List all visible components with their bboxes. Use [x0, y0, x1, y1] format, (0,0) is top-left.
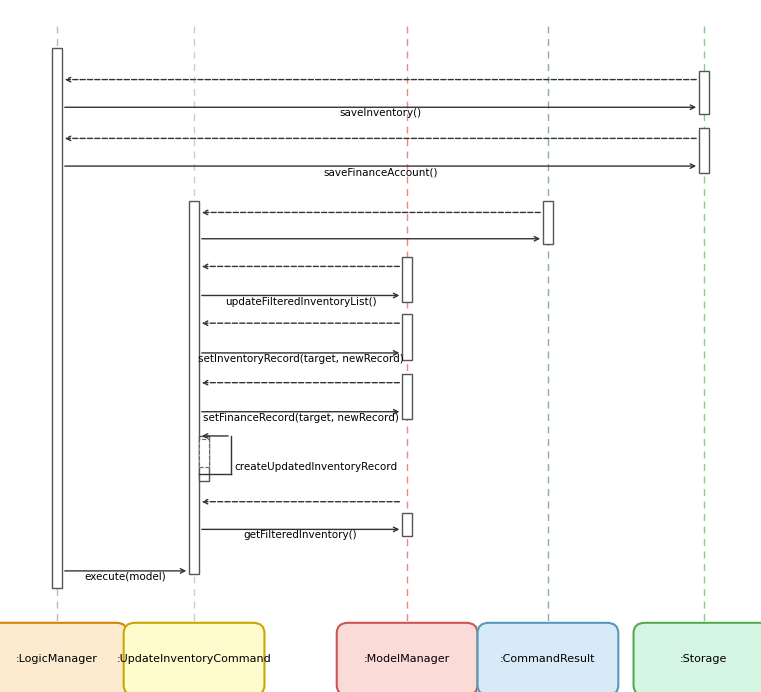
Text: :CommandResult: :CommandResult [500, 654, 596, 664]
Text: :Storage: :Storage [680, 654, 728, 664]
Text: setFinanceRecord(target, newRecord): setFinanceRecord(target, newRecord) [202, 413, 399, 423]
Bar [699, 71, 709, 114]
Text: execute(model): execute(model) [84, 572, 167, 582]
Text: :LogicManager: :LogicManager [16, 654, 98, 664]
Bar [699, 128, 709, 173]
Bar [403, 314, 412, 360]
Bar [199, 439, 209, 467]
FancyBboxPatch shape [478, 623, 618, 692]
FancyBboxPatch shape [0, 623, 127, 692]
Text: updateFilteredInventoryList(): updateFilteredInventoryList() [224, 297, 377, 307]
Text: :ModelManager: :ModelManager [364, 654, 451, 664]
FancyBboxPatch shape [633, 623, 761, 692]
Text: getFilteredInventory(): getFilteredInventory() [244, 531, 358, 540]
Bar [403, 513, 412, 536]
Bar [189, 201, 199, 574]
Text: saveInventory(): saveInventory() [339, 109, 422, 118]
Bar [199, 436, 209, 481]
Text: :UpdateInventoryCommand: :UpdateInventoryCommand [116, 654, 272, 664]
Text: setInventoryRecord(target, newRecord): setInventoryRecord(target, newRecord) [198, 354, 403, 364]
Text: saveFinanceAccount(): saveFinanceAccount() [323, 167, 438, 177]
Text: createUpdatedInventoryRecord: createUpdatedInventoryRecord [234, 462, 398, 472]
FancyBboxPatch shape [123, 623, 265, 692]
Bar [52, 48, 62, 588]
Bar [403, 374, 412, 419]
FancyBboxPatch shape [336, 623, 478, 692]
Bar [543, 201, 553, 244]
Bar [403, 257, 412, 302]
